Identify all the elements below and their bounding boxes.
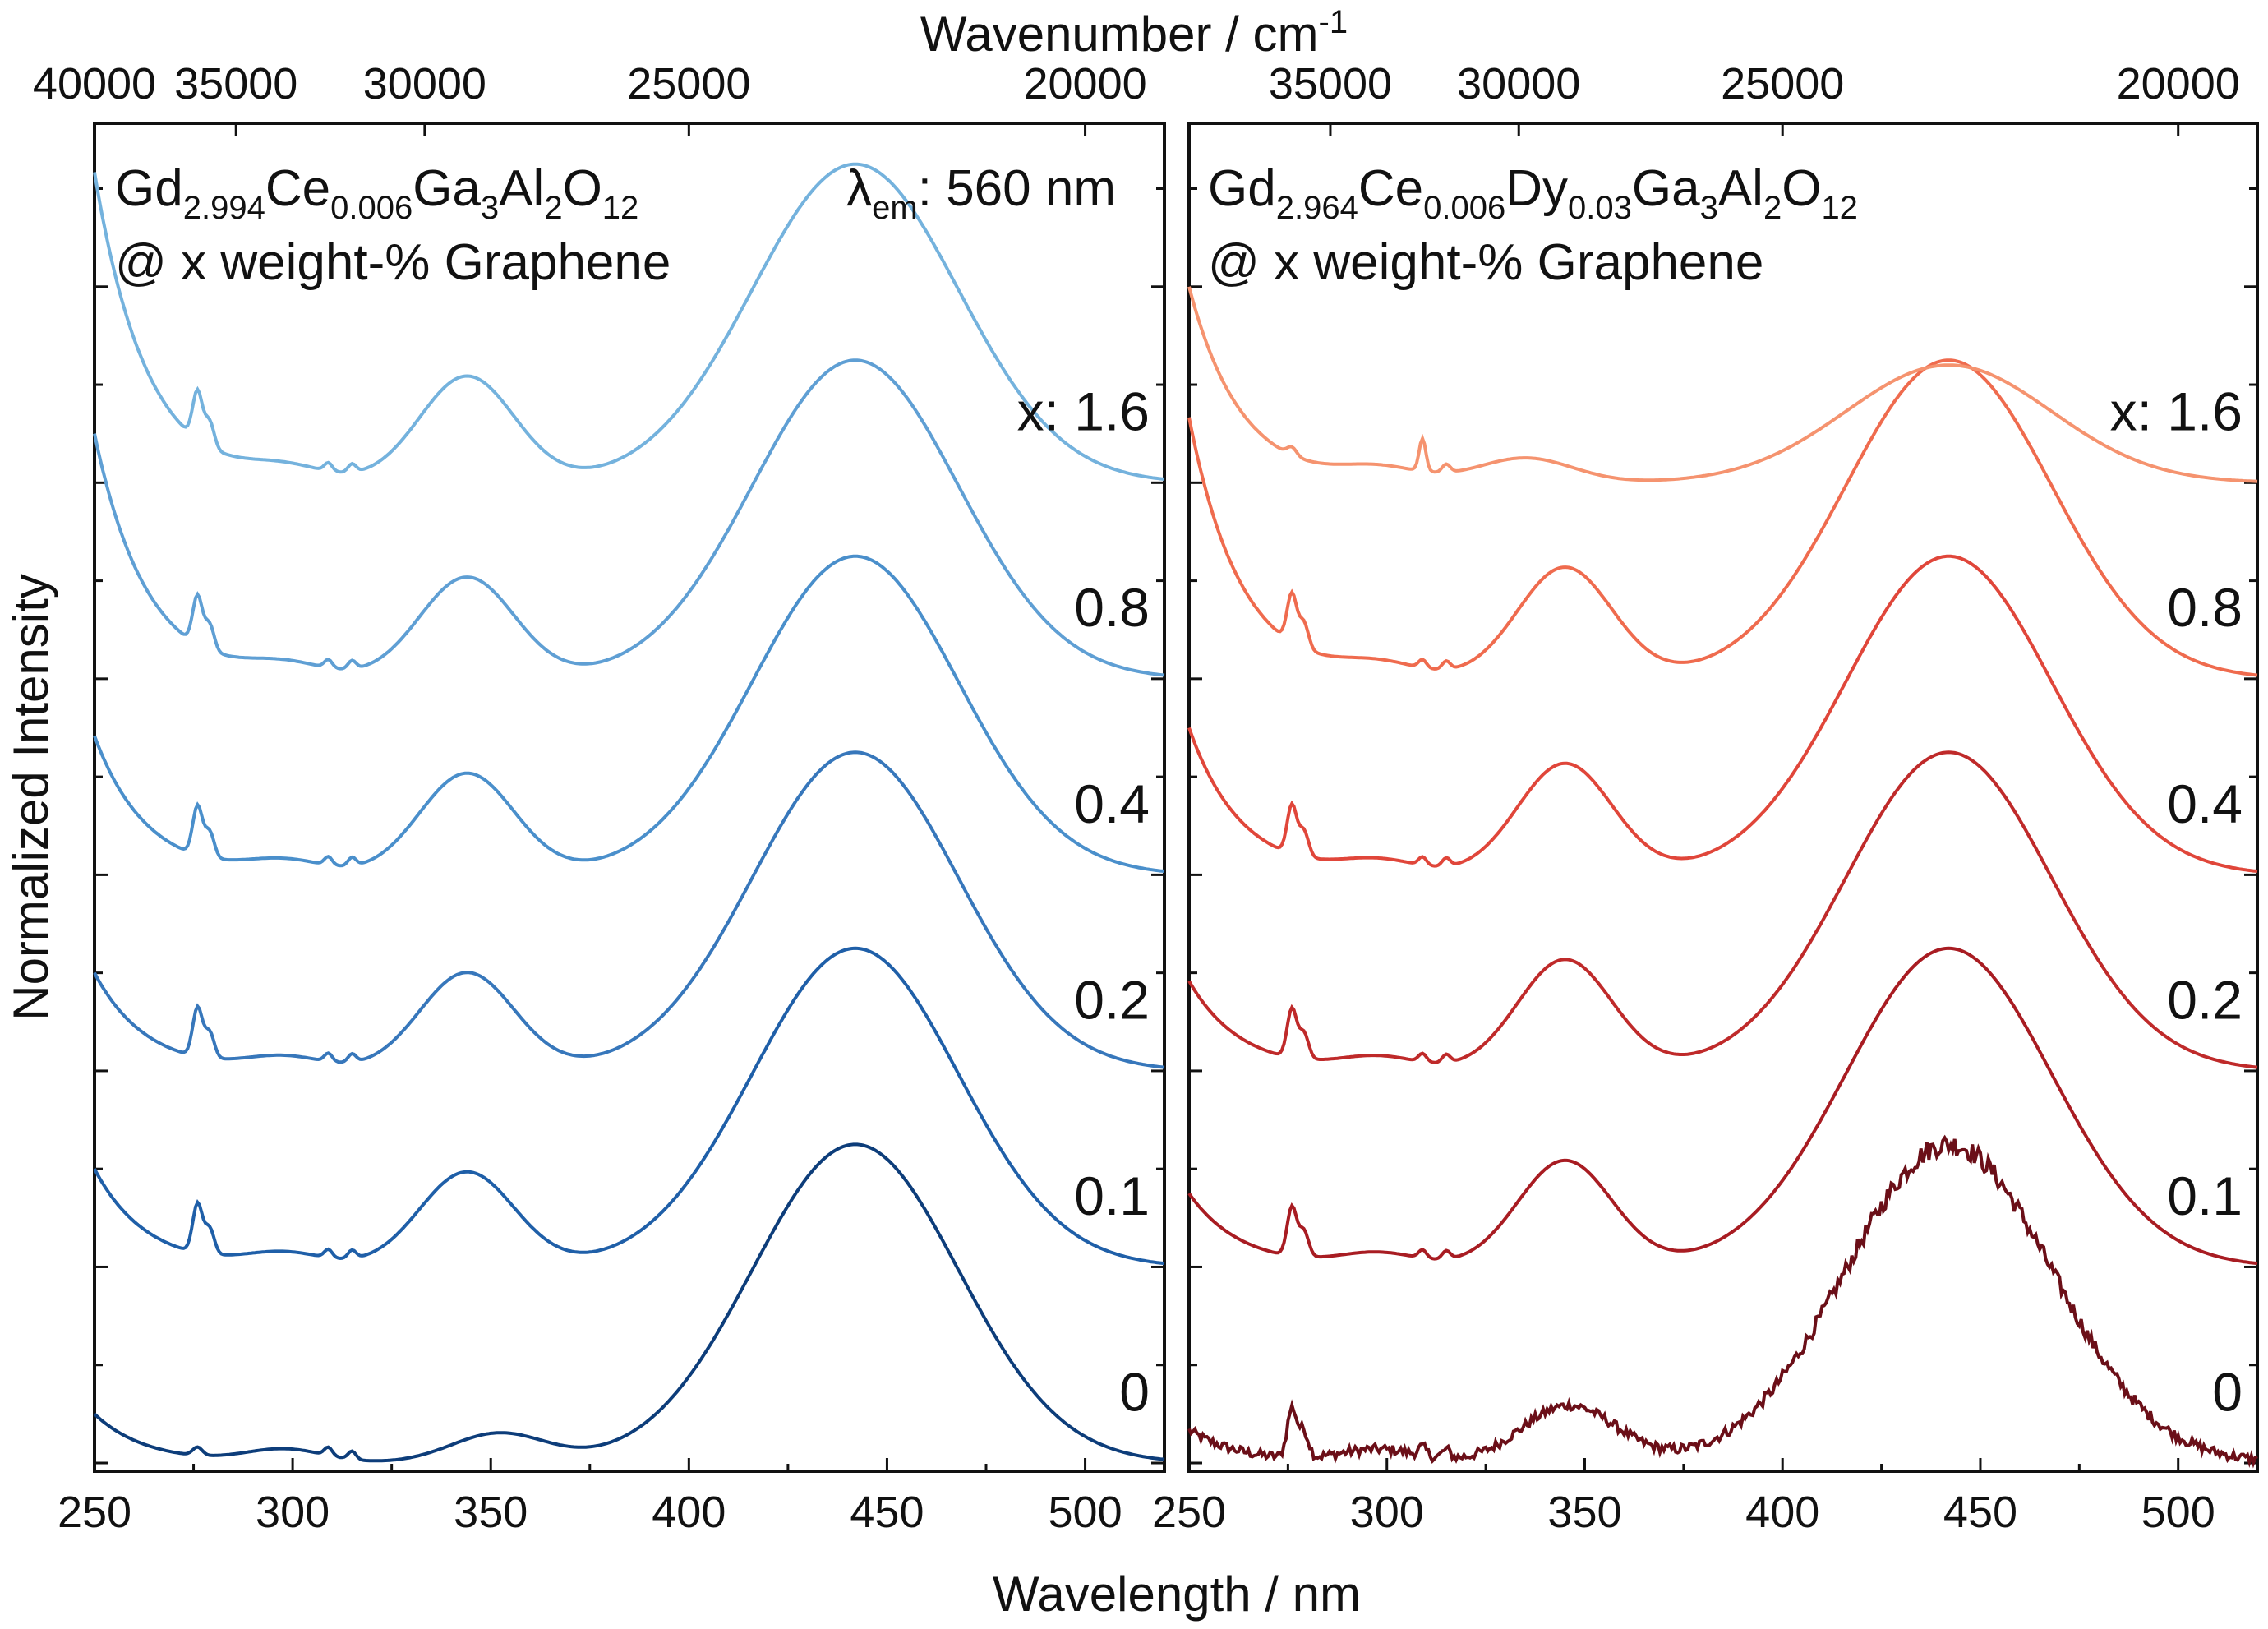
series-label-0.2: 0.2 [1074, 969, 1150, 1030]
x-tick-label: 350 [1547, 1488, 1621, 1537]
series-line-0.8 [93, 358, 1165, 677]
series-line-0.8 [1187, 358, 2258, 677]
series-label-0.4: 0.4 [1074, 773, 1150, 834]
series-label-0: 0 [2212, 1361, 2243, 1422]
series-line-0 [1187, 1134, 2258, 1469]
left-compound-formula: Gd2.994Ce0.006Ga3Al2O12 [115, 160, 638, 226]
x-tick-label: 250 [58, 1488, 131, 1537]
x-tick-label: 500 [2141, 1488, 2215, 1537]
series-line-1.6 [1187, 286, 2258, 483]
x-axis-title: Wavelength / nm [993, 1567, 1361, 1622]
x2-tick-label: 20000 [1023, 59, 1146, 108]
series-line-0.2 [93, 750, 1165, 1069]
series-label-0.8: 0.8 [2167, 577, 2243, 638]
x-tick-label: 400 [652, 1488, 726, 1537]
x-tick-label: 300 [256, 1488, 330, 1537]
right-panel-series [1187, 286, 2258, 1469]
x2-tick-label: 25000 [1721, 59, 1844, 108]
x2-tick-label: 30000 [363, 59, 486, 108]
series-label-0.4: 0.4 [2167, 773, 2243, 834]
series-line-0.2 [1187, 750, 2258, 1069]
right-compound-subtitle: @ x weight-% Graphene [1208, 234, 1763, 291]
series-line-0.1 [1187, 946, 2258, 1266]
series-line-0 [93, 1142, 1165, 1463]
x2-tick-label: 30000 [1457, 59, 1580, 108]
series-line-0.4 [93, 554, 1165, 874]
series-label-0.2: 0.2 [2167, 969, 2243, 1030]
series-line-0.4 [1187, 554, 2258, 874]
x-tick-label: 300 [1350, 1488, 1424, 1537]
x-tick-label: 500 [1049, 1488, 1122, 1537]
series-label-1.6: x: 1.6 [1017, 381, 1150, 442]
x2-tick-label: 35000 [174, 59, 297, 108]
x-tick-label: 400 [1745, 1488, 1819, 1537]
x-tick-label: 450 [1943, 1488, 2017, 1537]
left-panel-frame [93, 122, 1166, 1473]
left-compound-subtitle: @ x weight-% Graphene [115, 234, 671, 291]
left-panel-series [93, 162, 1165, 1463]
x2-tick-label: 40000 [33, 59, 156, 108]
left-panel-ticks: 250 300 350 400 450 500 40000 35000 30000 25000 20… [33, 59, 1164, 1537]
left-panel-series-labels: 0 0.1 0.2 0.4 0.8 x: 1.6 [1017, 381, 1150, 1423]
series-label-0.1: 0.1 [1074, 1165, 1150, 1226]
right-panel-frame [1187, 122, 2259, 1473]
right-panel-ticks: 250 300 350 400 450 500 35000 30000 25000 20000 [1152, 59, 2257, 1537]
series-label-1.6: x: 1.6 [2110, 381, 2243, 442]
right-compound-formula: Gd2.964Ce0.006Dy0.03Ga3Al2O12 [1208, 160, 1858, 226]
x2-tick-label: 35000 [1269, 59, 1392, 108]
right-panel-series-labels: 0 0.1 0.2 0.4 0.8 x: 1.6 [2110, 381, 2243, 1423]
x-tick-label: 250 [1152, 1488, 1226, 1537]
y-axis-title: Normalized Intensity [3, 574, 58, 1021]
series-label-0: 0 [1119, 1361, 1150, 1422]
x-tick-label: 350 [454, 1488, 528, 1537]
x2-tick-label: 20000 [2117, 59, 2240, 108]
x2-tick-label: 25000 [627, 59, 750, 108]
emission-wavelength-annotation: λem: 560 nm [846, 160, 1116, 226]
series-line-0.1 [93, 946, 1165, 1266]
series-line-1.6 [93, 162, 1165, 481]
series-label-0.1: 0.1 [2167, 1165, 2243, 1226]
series-label-0.8: 0.8 [1074, 577, 1150, 638]
x2-axis-title: Wavenumber / cm-1 [920, 4, 1348, 62]
x-tick-label: 450 [850, 1488, 924, 1537]
